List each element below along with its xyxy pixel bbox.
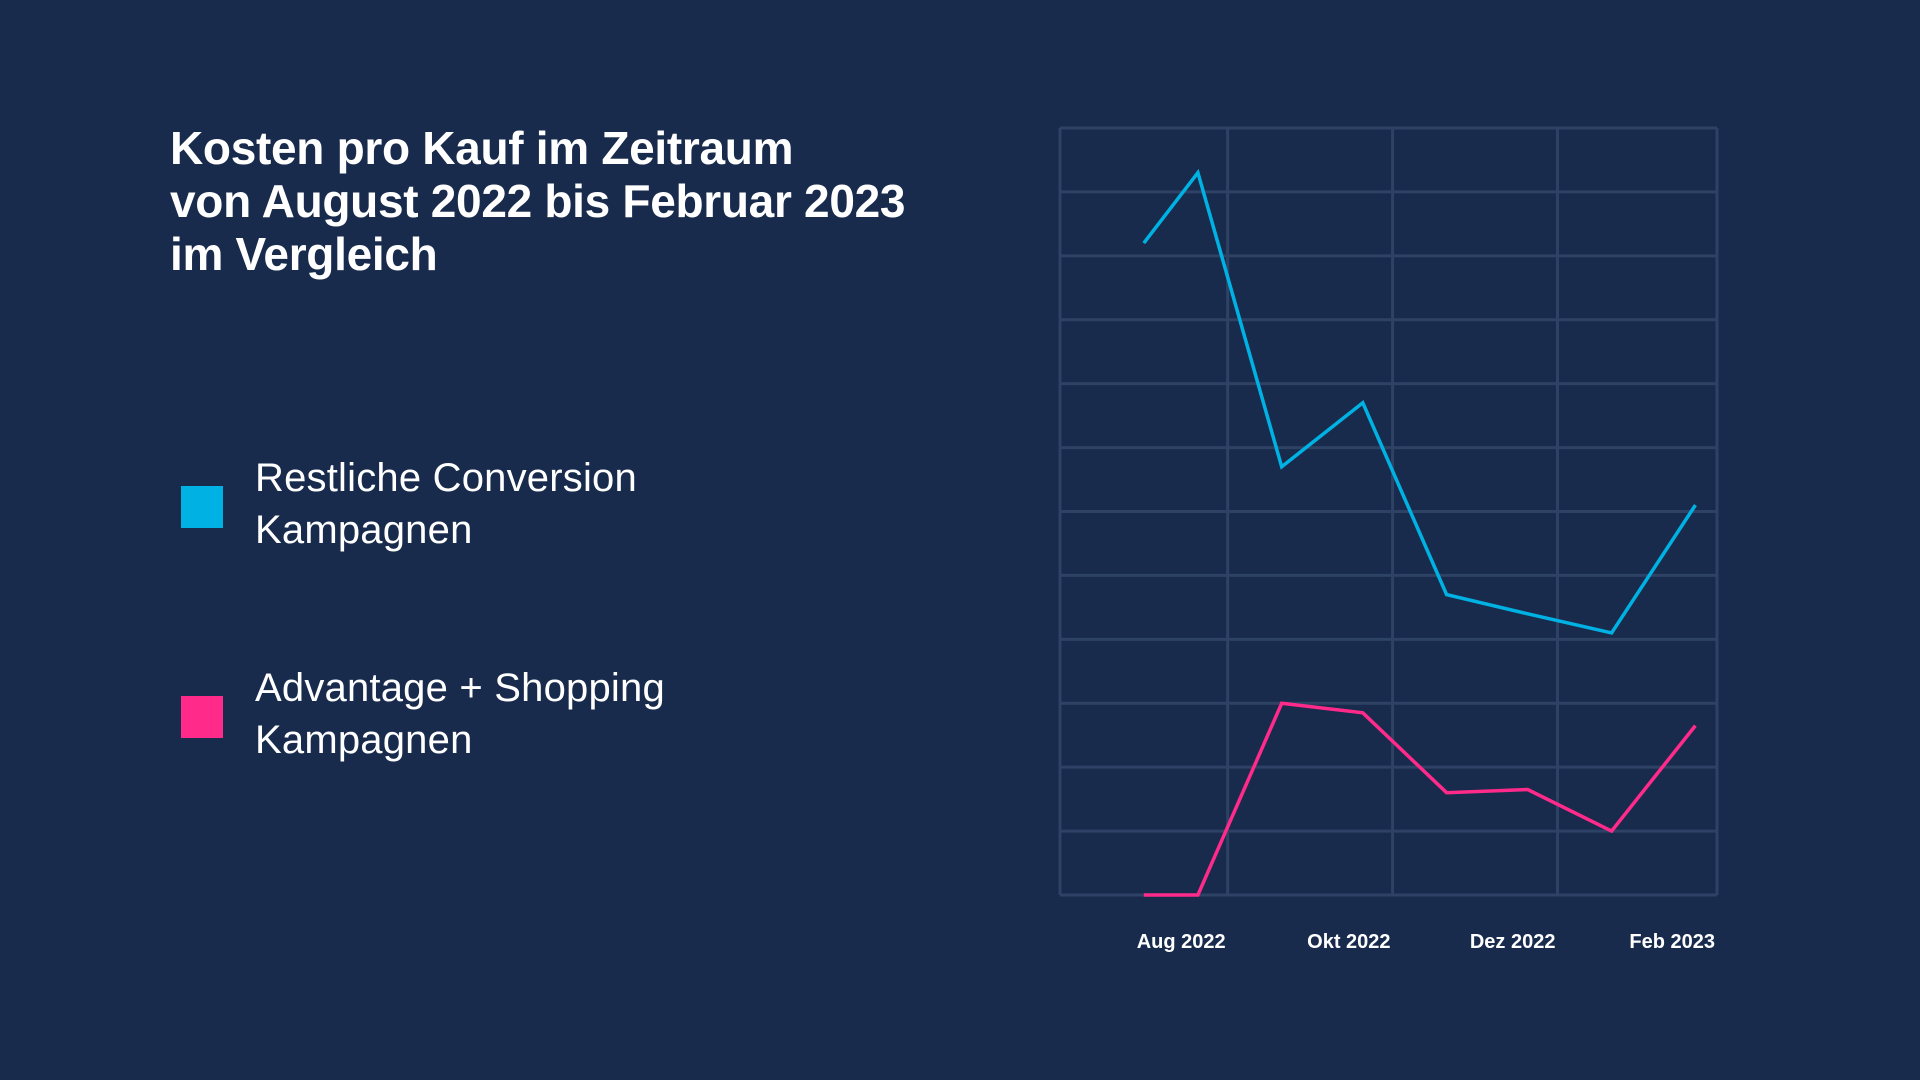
x-tick-label: Aug 2022 bbox=[1137, 931, 1226, 953]
title-line-2: von August 2022 bis Februar 2023 bbox=[170, 175, 906, 227]
legend-label-line-2: Kampagnen bbox=[255, 508, 473, 552]
chart-grid bbox=[1058, 126, 1719, 897]
legend-label-line-1: Advantage + Shopping bbox=[255, 666, 665, 710]
legend-label: Advantage + Shopping Kampagnen bbox=[255, 662, 665, 766]
title-line-3: im Vergleich bbox=[170, 228, 438, 280]
legend-label: Restliche Conversion Kampagnen bbox=[255, 452, 637, 556]
series-line-advantage-shopping bbox=[1143, 701, 1697, 897]
legend-label-line-1: Restliche Conversion bbox=[255, 456, 637, 500]
x-tick-label: Dez 2022 bbox=[1470, 931, 1556, 953]
legend-swatch-blue bbox=[181, 486, 223, 528]
x-axis-ticks: Aug 2022 Okt 2022 Dez 2022 Feb 2023 bbox=[1137, 931, 1715, 953]
x-tick-label: Feb 2023 bbox=[1629, 931, 1715, 953]
x-tick-label: Okt 2022 bbox=[1307, 931, 1390, 953]
legend-swatch-pink bbox=[181, 696, 223, 738]
chart-series bbox=[1142, 168, 1697, 897]
series-line-restliche-conversion bbox=[1142, 168, 1697, 635]
legend-label-line-2: Kampagnen bbox=[255, 718, 473, 762]
chart-title: Kosten pro Kauf im Zeitraum von August 2… bbox=[170, 122, 990, 281]
title-line-1: Kosten pro Kauf im Zeitraum bbox=[170, 122, 794, 174]
